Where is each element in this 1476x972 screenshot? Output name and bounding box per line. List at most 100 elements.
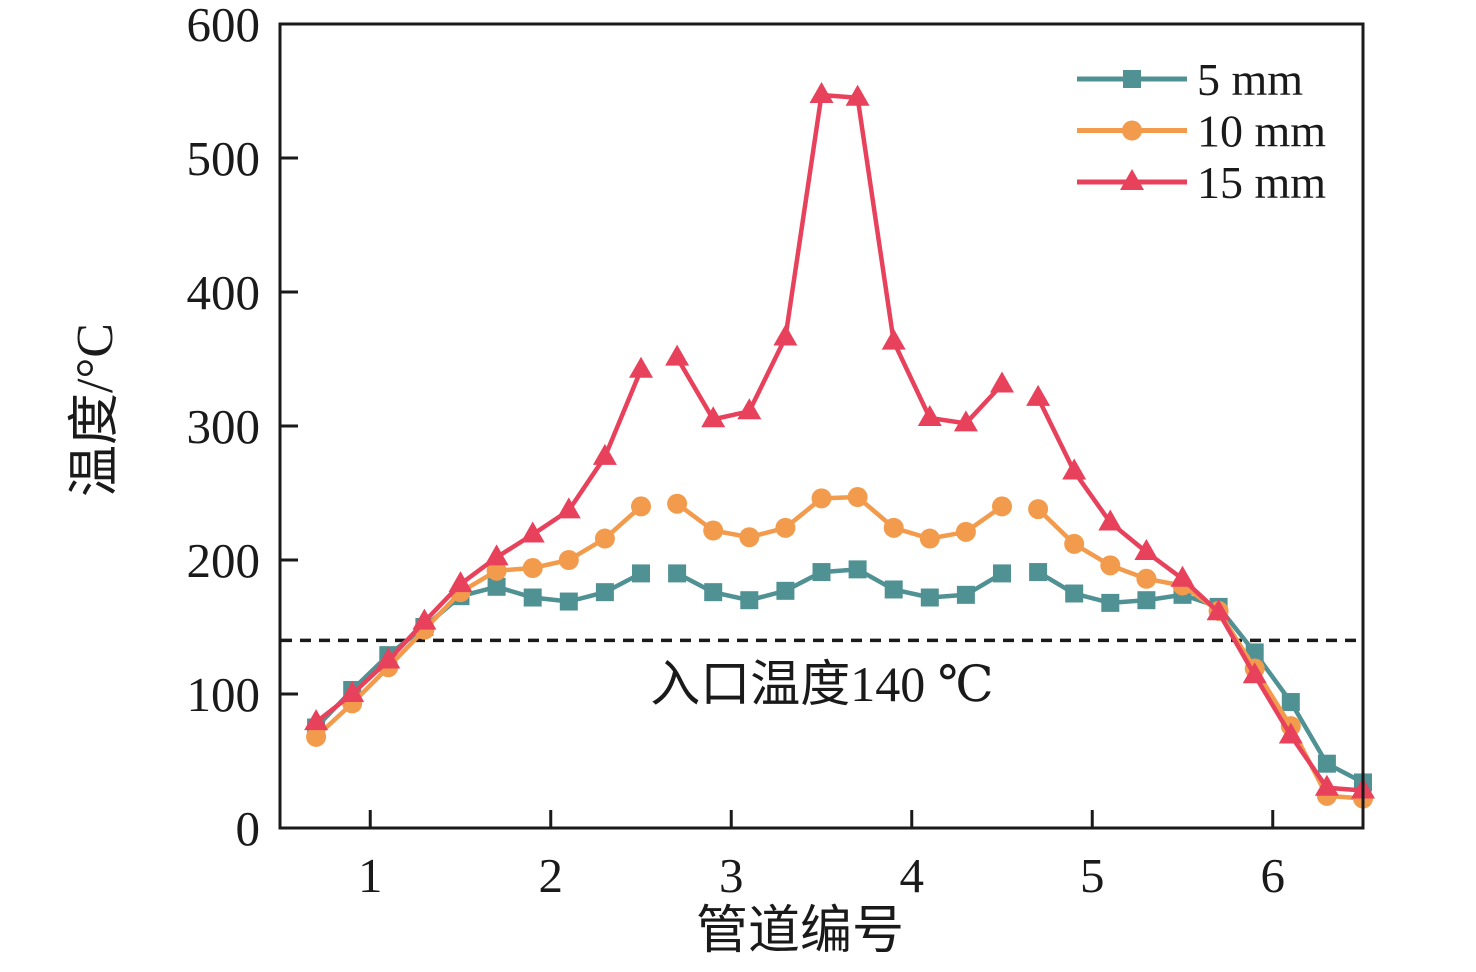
square-marker [1101, 593, 1120, 612]
triangle-marker [1134, 538, 1159, 560]
triangle-marker [1170, 565, 1195, 587]
triangle-marker [1278, 722, 1303, 744]
series-line-segment [1036, 396, 1364, 793]
square-marker [1281, 693, 1300, 712]
series-line-segment [1036, 507, 1364, 801]
triangle-marker [1098, 509, 1123, 531]
square-marker [812, 563, 831, 582]
x-tick-label: 5 [1080, 848, 1105, 903]
circle-marker [992, 496, 1012, 517]
triangle-marker [701, 406, 726, 428]
circle-marker [1100, 555, 1121, 576]
triangle-marker [448, 571, 473, 593]
square-marker [523, 588, 542, 607]
square-marker [920, 588, 939, 607]
triangle-marker [990, 371, 1014, 393]
square-marker [668, 564, 687, 583]
square-marker [884, 580, 903, 599]
circle-marker [631, 496, 651, 517]
triangle-marker [484, 544, 509, 566]
triangle-marker [1314, 774, 1339, 796]
circle-marker [594, 528, 615, 549]
triangle-marker [1242, 662, 1267, 684]
triangle-marker [809, 82, 834, 104]
square-marker [595, 583, 614, 602]
circle-marker [486, 560, 507, 581]
series-15mm [304, 82, 1375, 799]
plot-area: 0 100 200 300 400 500 600 1 2 3 4 5 6 [187, 0, 1375, 903]
y-tick-label: 500 [187, 131, 261, 186]
x-tick-label: 4 [900, 848, 925, 903]
legend-label: 15 mm [1197, 157, 1326, 208]
circle-marker [1136, 568, 1157, 589]
circle-marker [883, 517, 904, 538]
triangle-marker [1206, 599, 1231, 621]
series-line-segment [676, 567, 1004, 603]
triangle-marker [556, 497, 581, 519]
circle-marker [1122, 120, 1142, 141]
square-marker [1317, 754, 1336, 773]
triangle-marker [1120, 169, 1144, 190]
circle-marker [667, 493, 688, 514]
legend-item-5mm: 5 mm [1077, 54, 1303, 105]
circle-marker [1064, 533, 1085, 554]
circle-marker [1028, 499, 1049, 520]
series-line-segment [1036, 570, 1365, 785]
x-tick-label: 1 [358, 848, 383, 903]
square-marker [848, 560, 867, 579]
triangle-marker [1062, 458, 1087, 480]
triangle-marker [340, 681, 365, 702]
square-marker [740, 591, 759, 610]
square-marker [487, 577, 506, 596]
y-tick-label: 600 [187, 0, 261, 52]
triangle-marker [304, 709, 329, 731]
circle-marker [739, 527, 760, 548]
inlet-temperature-annotation: 入口温度140 ℃ [650, 656, 993, 712]
triangle-marker [376, 647, 401, 669]
y-tick-label: 100 [187, 667, 261, 722]
circle-marker [955, 521, 976, 542]
circle-marker [919, 528, 940, 549]
series-line-segment [314, 368, 644, 724]
x-tick-label: 3 [719, 848, 744, 903]
square-marker [1029, 563, 1048, 582]
series-line-segment [314, 571, 643, 730]
plot-frame [278, 22, 1365, 830]
series-line-segment [314, 504, 643, 739]
triangle-marker [773, 324, 798, 346]
y-axis-title: 温度/°C [67, 323, 124, 497]
legend-item-15mm: 15 mm [1077, 157, 1326, 208]
circle-marker [703, 520, 724, 541]
y-tick-label: 0 [236, 801, 261, 856]
y-tick-label: 200 [187, 533, 261, 588]
legend-item-10mm: 10 mm [1077, 106, 1326, 157]
circle-marker [306, 726, 327, 747]
x-tick-label: 6 [1261, 848, 1286, 903]
triangle-marker [520, 521, 545, 543]
series-line-segment [675, 92, 1004, 426]
triangle-marker [953, 410, 978, 432]
triangle-marker [592, 443, 617, 465]
circle-marker [558, 550, 579, 570]
square-marker [1137, 591, 1156, 610]
circle-marker [775, 517, 796, 538]
square-marker [632, 564, 650, 583]
square-marker [776, 581, 795, 600]
legend-label: 10 mm [1197, 106, 1326, 157]
x-axis-title: 管道编号 [696, 903, 904, 960]
triangle-marker [917, 404, 942, 426]
circle-marker [811, 488, 832, 509]
triangle-marker [845, 84, 870, 106]
square-marker [1065, 584, 1084, 603]
y-tick-label: 400 [187, 265, 261, 320]
triangle-marker [737, 398, 762, 420]
square-marker [559, 592, 578, 611]
series-line-segment [675, 494, 1004, 541]
series-10mm [306, 487, 1373, 809]
square-marker [704, 583, 723, 602]
circle-marker [847, 487, 868, 508]
square-marker [1245, 643, 1264, 662]
triangle-marker [1026, 384, 1051, 406]
